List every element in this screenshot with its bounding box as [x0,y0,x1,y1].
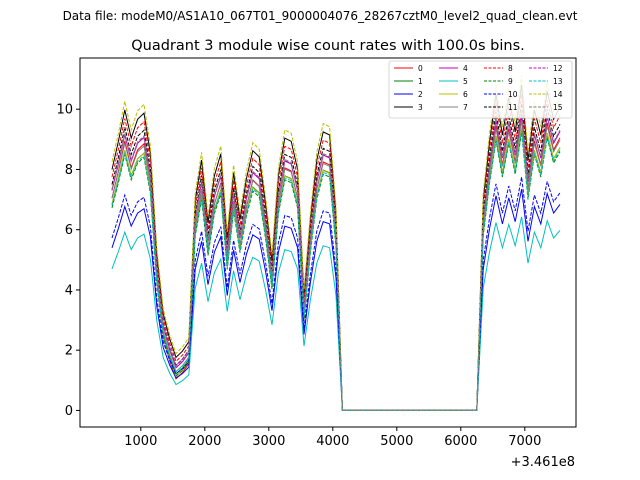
x-tick-label: 5000 [380,434,413,449]
y-tick-label: 10 [56,103,73,118]
series-line-11 [111,103,561,411]
legend-label-5: 5 [463,77,468,86]
legend-label-2: 2 [418,90,423,99]
series-line-9 [111,132,561,411]
legend-label-0: 0 [418,64,423,73]
legend-label-10: 10 [508,90,518,99]
legend-box [388,60,573,119]
legend-label-6: 6 [463,90,468,99]
legend-label-11: 11 [508,103,518,112]
legend-label-13: 13 [553,77,563,86]
y-tick-label: 8 [65,163,73,178]
suptitle: Data file: modeM0/AS1A10_067T01_90000040… [63,9,578,23]
plot-lines [111,75,561,411]
y-axis: 0 2 4 6 8 10 [56,103,80,419]
x-tick-label: 7000 [508,434,541,449]
series-line-8 [111,93,561,411]
legend-label-1: 1 [418,77,423,86]
x-tick-label: 2000 [188,434,221,449]
legend-label-14: 14 [553,90,563,99]
legend-label-3: 3 [418,103,423,112]
plot-frame [79,57,577,428]
series-line-15 [111,109,561,411]
legend-label-4: 4 [463,64,468,73]
y-tick-label: 2 [65,344,73,359]
legend-label-15: 15 [553,103,563,112]
series-line-13 [111,130,561,411]
x-axis: 1000 2000 3000 4000 5000 6000 7000 [124,427,541,449]
legend-label-7: 7 [463,103,468,112]
x-tick-label: 3000 [252,434,285,449]
x-offset-label: +3.461e8 [511,455,575,470]
chart-title: Quadrant 3 module wise count rates with … [131,38,525,54]
y-tick-label: 4 [65,283,73,298]
x-tick-label: 1000 [124,434,157,449]
y-tick-label: 0 [65,404,73,419]
x-tick-label: 4000 [316,434,349,449]
legend-label-8: 8 [508,64,513,73]
legend-label-12: 12 [553,64,563,73]
series-line-5 [111,216,561,411]
legend-label-9: 9 [508,77,513,86]
y-tick-label: 6 [65,223,73,238]
x-tick-label: 6000 [444,434,477,449]
series-line-2 [111,189,561,411]
series-line-10 [111,176,561,411]
